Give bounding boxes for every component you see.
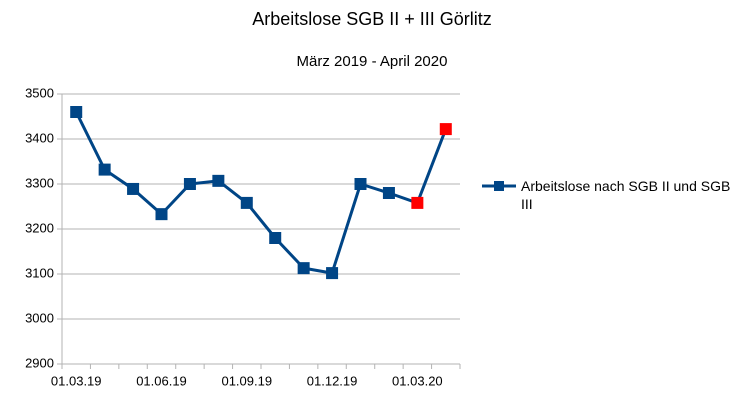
point-marker xyxy=(240,196,253,209)
point-marker xyxy=(411,196,424,209)
point-marker xyxy=(439,123,452,136)
point-marker xyxy=(382,187,395,199)
point-marker xyxy=(269,232,282,244)
x-tick-label: 01.03.20 xyxy=(392,373,443,388)
point-marker xyxy=(98,163,111,176)
y-tick-label: 3000 xyxy=(25,310,54,325)
y-tick-label: 3500 xyxy=(25,85,54,100)
x-tick-label: 01.12.19 xyxy=(307,373,358,388)
y-tick-label: 3400 xyxy=(25,130,54,145)
point-marker xyxy=(354,178,367,190)
y-tick-label: 3300 xyxy=(25,175,54,190)
point-marker xyxy=(127,182,140,195)
legend-marker xyxy=(494,181,504,191)
y-tick-label: 3200 xyxy=(25,220,54,235)
x-tick-label: 01.06.19 xyxy=(136,373,187,388)
point-marker xyxy=(212,174,225,187)
x-tick-label: 01.09.19 xyxy=(221,373,272,388)
x-tick-label: 01.03.19 xyxy=(51,373,102,388)
legend-label: Arbeitslose nach SGB II und SGB III xyxy=(521,178,731,212)
point-marker xyxy=(183,178,196,190)
point-marker xyxy=(326,267,339,280)
y-tick-label: 3100 xyxy=(25,265,54,280)
point-marker xyxy=(70,106,83,118)
chart-subtitle: März 2019 - April 2020 xyxy=(297,53,448,70)
y-tick-label: 2900 xyxy=(25,355,54,370)
chart-title: Arbeitslose SGB II + III Görlitz xyxy=(252,9,492,29)
point-marker xyxy=(155,208,168,221)
point-marker xyxy=(297,262,310,275)
